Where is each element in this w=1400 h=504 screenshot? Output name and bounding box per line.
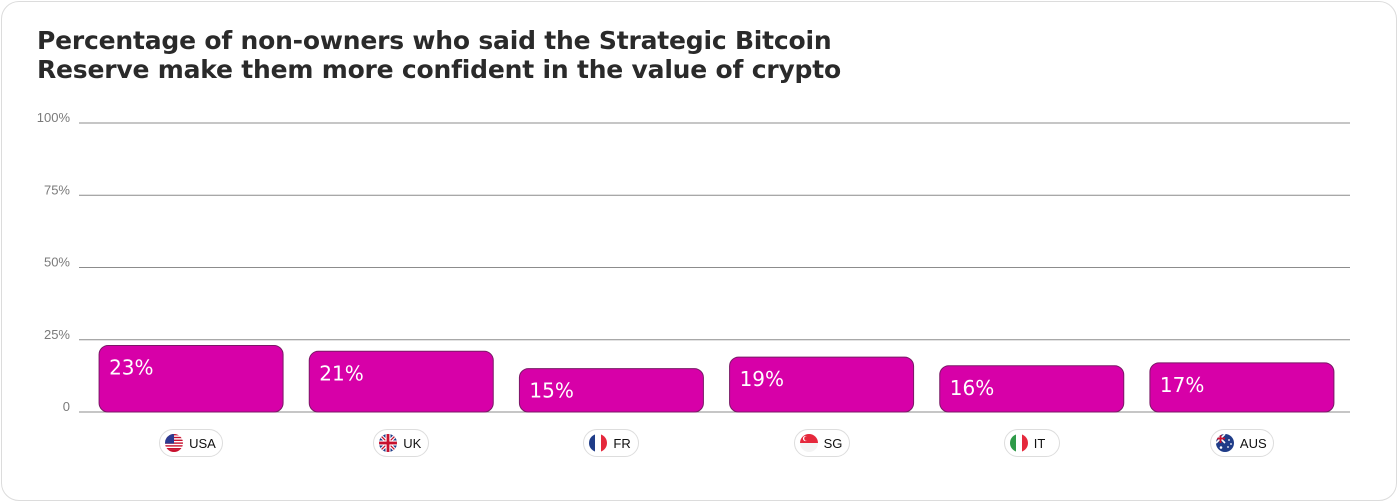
country-pill-uk: UK (373, 429, 430, 457)
country-label: SG (823, 435, 843, 451)
bar-value-label: 15% (529, 379, 573, 403)
country-label: USA (189, 435, 216, 451)
y-tick-label: 100% (37, 110, 71, 125)
y-tick-label: 75% (44, 182, 70, 197)
chart-title-line-1: Percentage of non-owners who said the St… (37, 26, 832, 55)
y-tick-label: 25% (44, 327, 70, 342)
bar-aus (1149, 362, 1335, 413)
sg-flag-icon (799, 434, 818, 452)
us-flag-icon (165, 434, 184, 452)
country-pill-aus: AUS (1209, 429, 1274, 457)
bar-sg (729, 356, 915, 413)
bar-value-label: 23% (109, 356, 153, 380)
country-label: IT (1033, 435, 1046, 451)
bar-value-label: 17% (1160, 373, 1204, 397)
bar-value-label: 16% (950, 376, 994, 400)
y-tick-label: 50% (44, 255, 70, 270)
chart-title-line-2: Reserve make them more confident in the … (37, 55, 841, 84)
country-pill-fr: FR (583, 429, 640, 457)
country-pill-it: IT (1003, 429, 1060, 457)
bar-uk (308, 350, 494, 413)
bar-it (939, 365, 1125, 413)
y-tick-label: 0 (63, 399, 70, 414)
it-flag-icon (1009, 434, 1028, 452)
country-pill-sg: SG (793, 429, 850, 457)
country-label: AUS (1239, 435, 1267, 451)
uk-flag-icon (379, 434, 398, 452)
fr-flag-icon (589, 434, 608, 452)
bar-value-label: 21% (319, 361, 363, 385)
country-pill-usa: USA (159, 429, 224, 457)
country-label: UK (403, 435, 422, 451)
country-label: FR (613, 435, 631, 451)
au-flag-icon (1215, 434, 1234, 452)
bar-value-label: 19% (740, 367, 784, 391)
chart-title: Percentage of non-owners who said the St… (37, 26, 937, 84)
bar-fr (518, 368, 704, 413)
bar-usa (98, 345, 284, 413)
